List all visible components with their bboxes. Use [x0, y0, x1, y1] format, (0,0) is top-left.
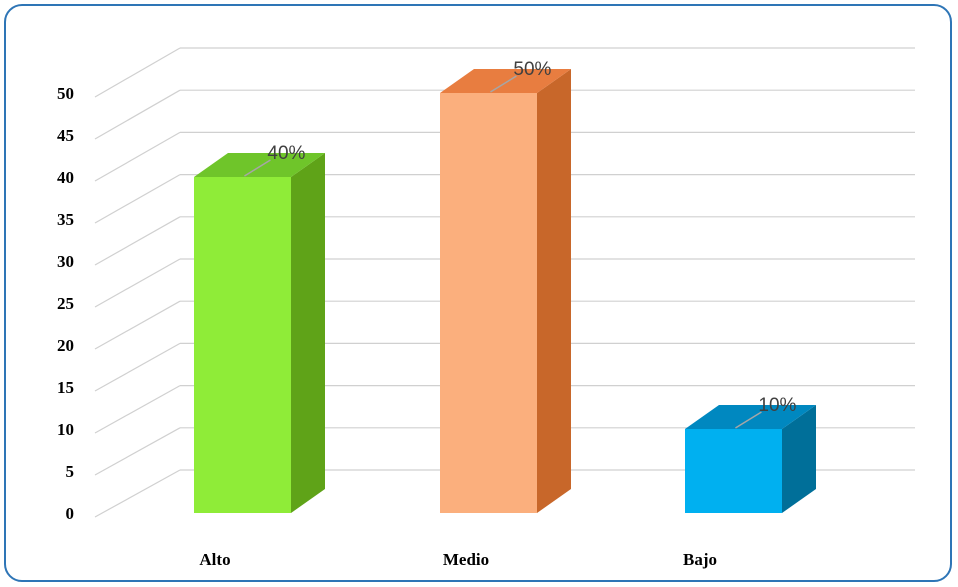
bar-top: [685, 405, 816, 429]
y-tick-label: 40: [57, 168, 74, 187]
bar-top: [194, 153, 325, 177]
bar-side: [537, 69, 571, 513]
gridline-diagonal: [94, 174, 181, 224]
data-label: 10%: [758, 395, 796, 416]
gridline-diagonal: [94, 131, 181, 182]
bar-side: [291, 153, 325, 513]
data-label-leader: [490, 75, 517, 93]
y-tick-label: 5: [66, 462, 75, 481]
data-label-leader: [244, 159, 271, 177]
gridline-diagonal: [94, 89, 181, 140]
y-tick-label: 15: [57, 378, 74, 397]
bar-bajo: [685, 405, 816, 513]
x-category-label: Bajo: [683, 550, 717, 569]
y-tick-label: 35: [57, 210, 74, 229]
gridline-diagonal: [94, 47, 181, 98]
gridline-diagonal: [94, 385, 181, 434]
bars: [194, 69, 816, 513]
bar-side: [782, 405, 816, 513]
bar-front: [685, 429, 782, 513]
x-category-label: Alto: [199, 550, 230, 569]
bar-top: [440, 69, 571, 93]
data-label-leader: [735, 411, 762, 429]
category-labels: Alto Medio Bajo: [199, 550, 717, 569]
data-label: 40%: [267, 143, 305, 164]
gridline-diagonal: [94, 469, 181, 518]
bar-medio: [440, 69, 571, 513]
gridline-diagonal: [94, 427, 181, 476]
y-tick-label: 20: [57, 336, 74, 355]
gridline-diagonal: [94, 258, 181, 308]
y-tick-label: 30: [57, 252, 74, 271]
gridline-diagonal: [94, 216, 181, 266]
y-tick-label: 0: [66, 504, 75, 523]
bar-front: [440, 93, 537, 513]
gridline-diagonal: [94, 300, 181, 350]
y-tick-label: 45: [57, 126, 74, 145]
y-tick-label: 50: [57, 84, 74, 103]
gridline-diagonal: [94, 342, 181, 392]
y-axis-ticks: 0 5 10 15 20 25 30 35 40 45 50: [57, 84, 74, 523]
x-category-label: Medio: [443, 550, 489, 569]
bar-front: [194, 177, 291, 513]
data-labels: 40% 50% 10%: [244, 59, 797, 429]
y-tick-label: 25: [57, 294, 74, 313]
data-label: 50%: [513, 59, 551, 80]
bar-alto: [194, 153, 325, 513]
y-tick-label: 10: [57, 420, 74, 439]
